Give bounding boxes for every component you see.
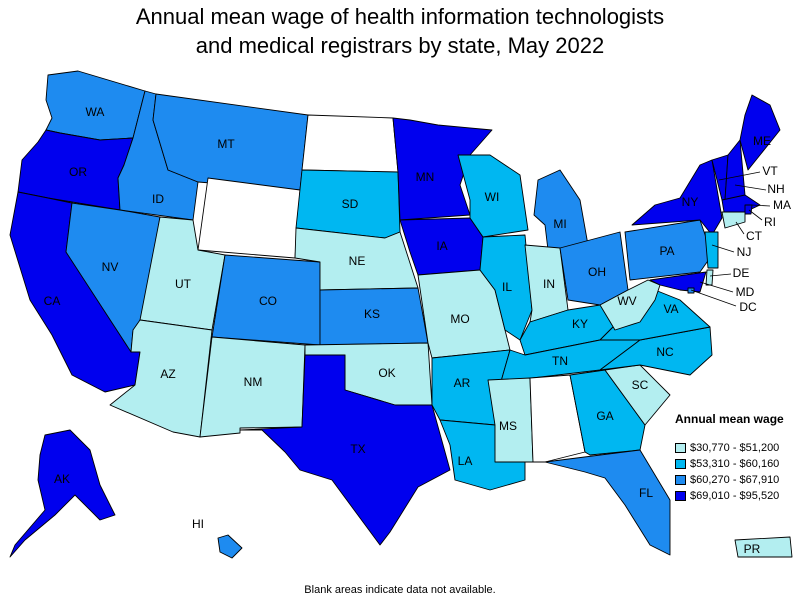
map-title-line-2: and medical registrars by state, May 202… [195, 33, 605, 58]
legend-label-4: $69,010 - $95,520 [690, 490, 780, 502]
state-label-co: CO [259, 294, 277, 308]
state-label-ga: GA [596, 409, 613, 423]
state-label-ma: MA [773, 198, 791, 212]
state-label-ri: RI [764, 215, 776, 229]
state-label-mi: MI [553, 217, 566, 231]
state-label-va: VA [663, 302, 678, 316]
state-label-ky: KY [572, 317, 588, 331]
state-label-ny: NY [682, 195, 699, 209]
state-label-la: LA [458, 454, 473, 468]
state-pa [624, 219, 713, 281]
state-label-dc: DC [739, 300, 757, 314]
state-nd [301, 114, 399, 173]
leader-line-ct [735, 221, 745, 235]
state-mi [533, 169, 589, 251]
footnote: Blank areas indicate data not available. [304, 584, 496, 596]
legend-item-4: $69,010 - $95,520 [675, 488, 800, 504]
state-label-nc: NC [656, 345, 674, 359]
state-wy [197, 177, 301, 259]
state-label-de: DE [733, 266, 750, 280]
state-label-mo: MO [450, 312, 469, 326]
state-ct [721, 211, 746, 229]
leader-line-ma [751, 204, 771, 207]
state-label-md: MD [736, 285, 755, 299]
state-label-nm: NM [244, 375, 263, 389]
legend-item-2: $53,310 - $60,160 [675, 456, 800, 472]
state-label-nh: NH [767, 182, 784, 196]
state-label-ne: NE [349, 254, 366, 268]
legend-swatch-4 [675, 491, 686, 501]
state-label-or: OR [69, 165, 87, 179]
state-label-ia: IA [436, 239, 447, 253]
state-ak [9, 429, 116, 558]
state-label-tx: TX [350, 442, 365, 456]
state-label-oh: OH [588, 265, 606, 279]
state-ca [9, 191, 141, 393]
state-wv [599, 279, 661, 331]
state-ri [744, 204, 753, 215]
state-label-pr: PR [744, 542, 761, 556]
state-label-wi: WI [485, 190, 500, 204]
state-label-il: IL [502, 280, 512, 294]
state-label-tn: TN [552, 354, 568, 368]
state-label-me: ME [753, 134, 771, 148]
legend-label-3: $60,270 - $67,910 [690, 474, 780, 486]
state-hi [217, 534, 243, 559]
state-nj [704, 231, 719, 269]
state-label-ca: CA [44, 294, 61, 308]
state-ms [487, 377, 534, 463]
legend-swatch-1 [675, 443, 686, 453]
state-de [705, 269, 714, 286]
state-label-fl: FL [639, 486, 653, 500]
state-label-nj: NJ [737, 245, 752, 259]
state-pr [734, 536, 793, 558]
leader-line-md [699, 281, 734, 293]
legend: Annual mean wage $30,770 - $51,200 $53,3… [675, 412, 800, 504]
state-label-ct: CT [746, 229, 763, 243]
state-label-ak: AK [54, 472, 70, 486]
legend-swatch-3 [675, 475, 686, 485]
state-label-hi: HI [192, 517, 204, 531]
state-label-in: IN [543, 277, 555, 291]
leader-line-dc [690, 289, 737, 307]
state-wi [457, 154, 529, 238]
state-label-az: AZ [160, 367, 175, 381]
leader-line-nj [711, 244, 735, 253]
state-label-ar: AR [454, 376, 471, 390]
legend-label-2: $53,310 - $60,160 [690, 458, 780, 470]
state-tx [239, 354, 451, 546]
map-title: Annual mean wage of health information t… [0, 2, 800, 60]
map-title-line-1: Annual mean wage of health information t… [135, 4, 665, 29]
legend-label-1: $30,770 - $51,200 [690, 442, 780, 454]
leader-line-ri [748, 209, 763, 221]
state-fl [544, 449, 671, 556]
state-label-id: ID [152, 192, 164, 206]
state-label-mt: MT [217, 137, 235, 151]
state-label-wa: WA [86, 105, 105, 119]
state-label-wv: WV [617, 294, 636, 308]
leader-line-nh [734, 184, 767, 191]
state-label-sc: SC [632, 378, 649, 392]
state-label-sd: SD [342, 197, 359, 211]
state-me [739, 94, 781, 171]
legend-item-1: $30,770 - $51,200 [675, 440, 800, 456]
legend-swatch-2 [675, 459, 686, 469]
legend-item-3: $60,270 - $67,910 [675, 472, 800, 488]
legend-title: Annual mean wage [675, 412, 784, 426]
leader-line-vt [718, 171, 761, 181]
state-label-ut: UT [175, 277, 192, 291]
state-label-mn: MN [416, 170, 435, 184]
state-label-pa: PA [659, 244, 674, 258]
state-dc [687, 287, 695, 294]
state-label-ok: OK [378, 366, 395, 380]
state-label-nv: NV [102, 260, 119, 274]
state-label-ks: KS [364, 307, 380, 321]
leader-line-de [709, 273, 732, 277]
state-label-vt: VT [762, 164, 778, 178]
state-al [529, 374, 586, 463]
state-label-ms: MS [499, 419, 517, 433]
